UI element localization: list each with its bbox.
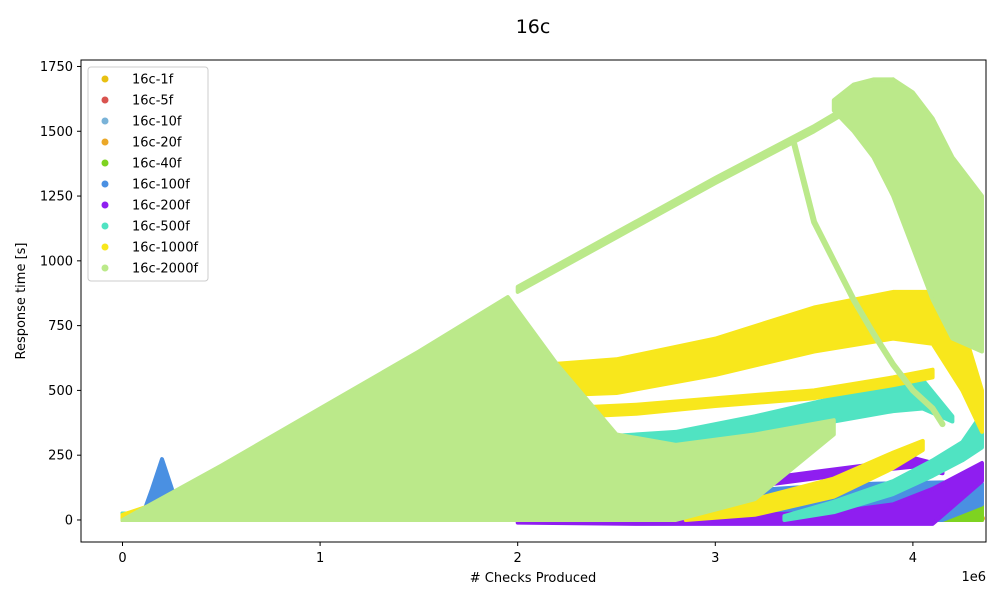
data-layer: [120, 77, 985, 526]
x-axis-label: # Checks Produced: [470, 571, 596, 586]
x-tick-label: 0: [118, 551, 126, 566]
legend-marker-16c-200f: [101, 201, 109, 209]
axes-frame: [80, 59, 987, 543]
x-axis: 0 1 2 3 4: [118, 542, 917, 566]
legend-marker-16c-5f: [101, 96, 109, 104]
legend-label-16c-2000f: 16c-2000f: [132, 262, 198, 277]
y-tick-label: 1750: [40, 60, 73, 75]
y-axis: 0 250 500 750 1000 1250 1500 1750: [40, 60, 81, 528]
legend-label-16c-40f: 16c-40f: [132, 157, 182, 172]
x-offset-label: 1e6: [961, 570, 986, 585]
legend-label-16c-10f: 16c-10f: [132, 115, 182, 130]
series-band-16c-1000f-0: [545, 289, 984, 434]
legend-label-16c-20f: 16c-20f: [132, 136, 182, 151]
series-path-16c-2000f-0: [791, 141, 946, 428]
legend-frame: [87, 66, 209, 282]
legend: 16c-1f 16c-5f 16c-10f 16c-20f 16c-40f 16c-100…: [87, 66, 209, 282]
legend-label-16c-1f: 16c-1f: [132, 73, 174, 88]
y-tick-label: 500: [48, 384, 73, 399]
y-tick-label: 1500: [40, 125, 73, 140]
legend-marker-16c-20f: [101, 138, 109, 146]
series-band-16c-1000f-1: [555, 367, 935, 420]
x-tick-label: 2: [514, 551, 522, 566]
legend-marker-16c-10f: [101, 117, 109, 125]
series-band-16c-200f-1: [515, 461, 984, 526]
series-band-16c-2000f-2: [831, 77, 984, 354]
y-tick-label: 750: [48, 319, 73, 334]
x-tick-label: 4: [909, 551, 917, 566]
legend-label-16c-200f: 16c-200f: [132, 199, 190, 214]
y-tick-label: 0: [65, 513, 73, 528]
series-16c-2000f: [120, 77, 984, 522]
legend-marker-16c-500f: [101, 222, 109, 230]
legend-marker-16c-1000f: [101, 243, 109, 251]
legend-marker-16c-100f: [101, 180, 109, 188]
chart-title: 16c: [516, 16, 551, 38]
legend-marker-16c-2000f: [101, 264, 109, 272]
series-band-16c-2000f-0: [120, 295, 836, 522]
x-tick-label: 3: [711, 551, 719, 566]
series-band-16c-500f-1: [782, 411, 984, 522]
legend-label-16c-1000f: 16c-1000f: [132, 241, 198, 256]
y-axis-label: Response time [s]: [14, 243, 29, 360]
legend-marker-16c-40f: [101, 159, 109, 167]
y-tick-label: 250: [48, 449, 73, 464]
legend-label-16c-100f: 16c-100f: [132, 178, 190, 193]
legend-label-16c-500f: 16c-500f: [132, 220, 190, 235]
x-tick-label: 1: [316, 551, 324, 566]
legend-label-16c-5f: 16c-5f: [132, 94, 174, 109]
legend-marker-16c-1f: [101, 75, 109, 83]
y-tick-label: 1000: [40, 254, 73, 269]
y-tick-label: 1250: [40, 190, 73, 205]
